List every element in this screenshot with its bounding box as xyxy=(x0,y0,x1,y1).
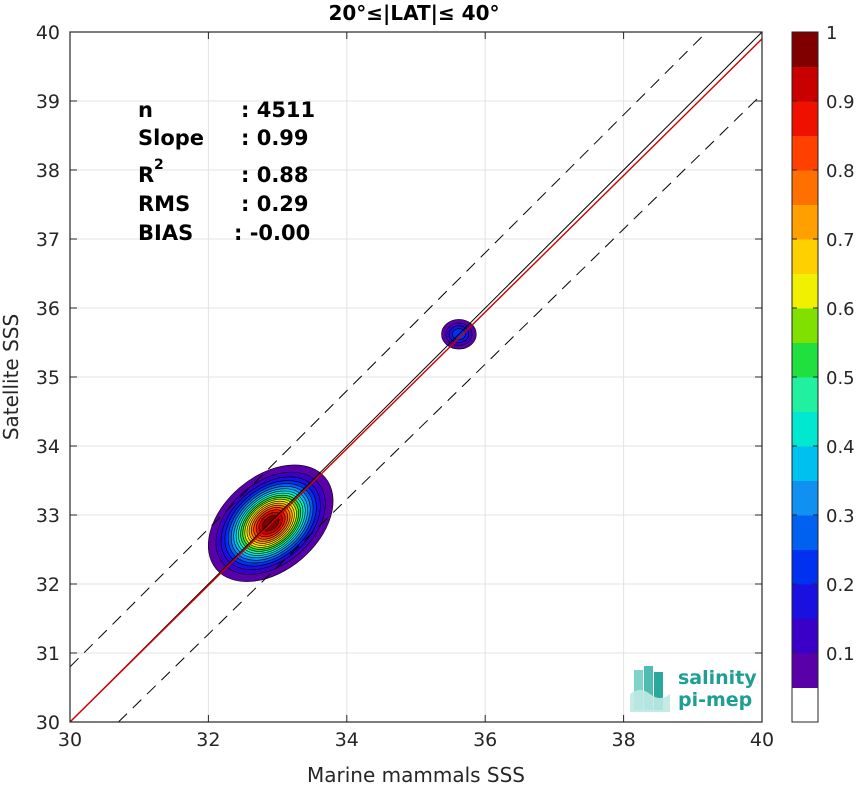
chart-title: 20°≤|LAT|≤ 40° xyxy=(328,1,499,25)
y-tick-label: 30 xyxy=(36,712,60,734)
y-tick-label: 33 xyxy=(36,505,60,527)
y-tick-label: 36 xyxy=(36,298,60,320)
colorbar-segment xyxy=(792,653,818,688)
stat-slope-label: Slope xyxy=(138,126,204,150)
colorbar-segment xyxy=(792,446,818,481)
reference-lines xyxy=(70,32,762,722)
stat-bias-value: : -0.00 xyxy=(234,221,310,245)
colorbar-tick-label: 0.3 xyxy=(826,506,855,527)
colorbar-tick-label: 1 xyxy=(826,23,837,44)
y-tick-label: 39 xyxy=(36,91,60,113)
colorbar-segment xyxy=(792,584,818,619)
y-axis-label: Satellite SSS xyxy=(0,314,23,440)
identity-line xyxy=(70,32,762,722)
colorbar-tick-label: 0.1 xyxy=(826,644,855,665)
y-axis-ticks: 30 31 32 33 34 35 36 37 38 39 40 xyxy=(36,22,762,734)
regression-line xyxy=(70,38,762,722)
y-tick-label: 31 xyxy=(36,643,60,665)
logo-text-line1: salinity xyxy=(678,667,757,689)
stat-bias-label: BIAS xyxy=(138,221,193,245)
grid xyxy=(69,31,763,723)
y-tick-label: 32 xyxy=(36,574,60,596)
colorbar-segment xyxy=(792,480,818,516)
y-tick-label: 37 xyxy=(36,229,60,251)
colorbar-segment xyxy=(792,204,818,240)
colorbar-tick-label: 0.7 xyxy=(826,230,855,251)
colorbar-segment xyxy=(792,273,818,309)
x-axis-label: Marine mammals SSS xyxy=(307,763,525,786)
x-tick-label: 30 xyxy=(58,729,82,751)
stat-r2-label: R xyxy=(138,163,154,187)
x-tick-label: 34 xyxy=(335,729,359,751)
lower-bound-line xyxy=(118,93,762,722)
colorbar-segment xyxy=(792,549,818,585)
logo-graphic-icon xyxy=(630,666,670,712)
colorbar-segment xyxy=(792,342,818,378)
upper-bound-line xyxy=(70,32,707,668)
colorbar xyxy=(791,31,819,723)
x-axis-ticks: 30 32 34 36 38 40 xyxy=(58,32,774,751)
stats-box: n : 4511 Slope : 0.99 R 2 : 0.88 RMS : 0… xyxy=(138,98,315,245)
stat-r2-value: : 0.88 xyxy=(241,163,309,187)
x-tick-label: 38 xyxy=(612,729,636,751)
stat-n-label: n xyxy=(138,98,153,122)
colorbar-segment xyxy=(792,618,818,654)
stat-slope-value: : 0.99 xyxy=(241,126,309,150)
colorbar-segment xyxy=(792,377,818,412)
stat-rms-label: RMS xyxy=(138,192,190,216)
x-tick-label: 40 xyxy=(750,729,774,751)
y-tick-label: 34 xyxy=(36,436,60,458)
colorbar-segment xyxy=(792,239,818,274)
colorbar-segment xyxy=(792,308,818,343)
y-tick-label: 38 xyxy=(36,160,60,182)
colorbar-segment xyxy=(792,101,818,136)
colorbar-tick-label: 0.6 xyxy=(826,299,855,320)
colorbar-segment xyxy=(792,170,818,205)
colorbar-segment xyxy=(792,411,818,447)
colorbar-ticks: 0.1 0.2 0.3 0.4 0.5 0.6 0.7 0.8 0.9 1 xyxy=(792,23,855,665)
x-tick-label: 36 xyxy=(473,729,497,751)
stat-n-value: : 4511 xyxy=(241,98,315,122)
logo-text-line2: pi-mep xyxy=(678,689,752,711)
y-tick-label: 35 xyxy=(36,367,60,389)
colorbar-segment xyxy=(792,687,818,723)
stat-rms-value: : 0.29 xyxy=(241,192,309,216)
stat-r2-sup: 2 xyxy=(154,157,164,173)
salinity-pi-mep-logo: salinity pi-mep xyxy=(630,666,757,712)
y-tick-label: 40 xyxy=(36,22,60,44)
colorbar-tick-label: 0.9 xyxy=(826,92,855,113)
colorbar-segment xyxy=(792,135,818,171)
colorbar-tick-label: 0.5 xyxy=(826,368,855,389)
x-tick-label: 32 xyxy=(196,729,220,751)
colorbar-tick-label: 0.2 xyxy=(826,575,855,596)
colorbar-segment xyxy=(792,66,818,102)
colorbar-segment xyxy=(792,515,818,550)
colorbar-tick-label: 0.8 xyxy=(826,161,855,182)
colorbar-segment xyxy=(792,32,818,67)
colorbar-tick-label: 0.4 xyxy=(826,437,855,458)
